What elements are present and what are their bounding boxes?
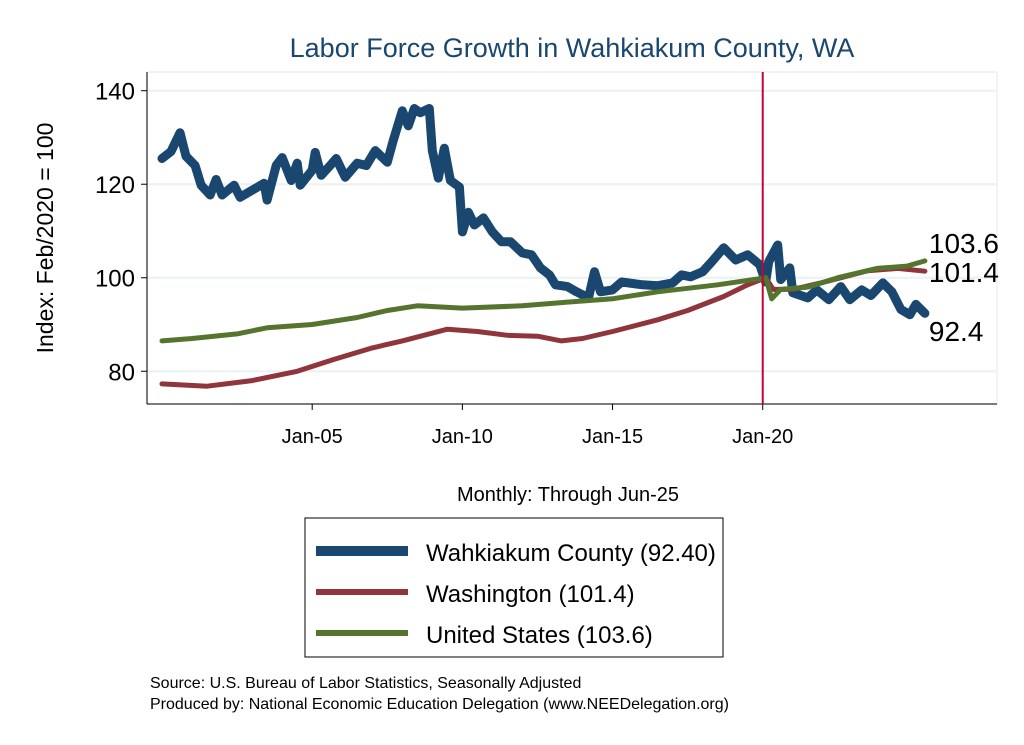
series-line-2 (159, 258, 928, 344)
source-note: Source: U.S. Bureau of Labor Statistics,… (150, 675, 581, 692)
plot-area (146, 71, 998, 405)
x-axis-label: Monthly: Through Jun-25 (457, 484, 679, 506)
end-label: 101.4 (929, 257, 999, 288)
x-tick-label: Jan-15 (582, 426, 643, 448)
end-label: 103.6 (929, 228, 999, 259)
chart-title: Labor Force Growth in Wahkiakum County, … (290, 33, 855, 63)
y-tick-label: 80 (108, 359, 135, 386)
producer-note: Produced by: National Economic Education… (150, 696, 729, 713)
series-line-0 (157, 104, 930, 320)
end-label: 92.4 (929, 316, 984, 347)
legend-label: Wahkiakum County (92.40) (426, 540, 716, 567)
y-tick-label: 140 (95, 79, 135, 106)
x-tick-label: Jan-05 (282, 426, 343, 448)
x-tick-label: Jan-20 (732, 426, 793, 448)
legend-label: United States (103.6) (426, 622, 653, 649)
y-tick-label: 100 (95, 266, 135, 293)
y-axis-label: Index: Feb/2020 = 100 (32, 123, 58, 354)
y-tick-label: 120 (95, 172, 135, 199)
x-tick-label: Jan-10 (432, 426, 493, 448)
legend-label: Washington (101.4) (426, 581, 635, 608)
